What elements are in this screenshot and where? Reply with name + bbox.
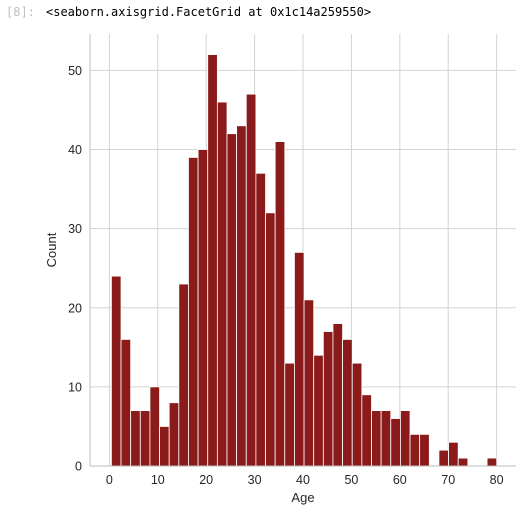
y-axis-label: Count [44, 232, 59, 267]
tick-labels: 0 10 20 30 40 50 60 70 80 0 10 20 30 40 50 [68, 64, 504, 487]
histogram-bar [313, 354, 324, 467]
histogram-bar [207, 54, 218, 467]
histogram-bar [399, 410, 411, 467]
x-tick-label: 80 [490, 473, 504, 487]
histogram-bar [245, 93, 257, 467]
histogram-bar [226, 133, 238, 467]
x-tick-label: 40 [296, 473, 310, 487]
histogram-bar [168, 402, 180, 467]
histogram-bar [409, 433, 421, 467]
histogram-bar [486, 457, 498, 467]
axes [89, 34, 516, 467]
histogram-bar [294, 251, 305, 467]
histogram-bar [188, 157, 199, 467]
histogram-bar [448, 441, 459, 467]
histogram-bar [438, 449, 449, 467]
y-tick-label: 20 [68, 301, 82, 315]
histogram-bar [322, 331, 334, 467]
histogram-bar [110, 275, 122, 467]
histogram-bar [149, 386, 160, 467]
histogram-bar [265, 212, 276, 467]
x-tick-label: 70 [441, 473, 455, 487]
histogram-bar [303, 299, 315, 467]
histogram-bar [255, 172, 266, 467]
histogram-bar [216, 101, 228, 467]
histogram-bar [159, 426, 170, 467]
histogram-bar [284, 362, 295, 467]
histogram-bar [139, 410, 151, 467]
y-tick-label: 10 [68, 380, 82, 394]
histogram-bar [351, 362, 363, 467]
y-tick-label: 50 [68, 64, 82, 78]
output-cell: [8]: <seaborn.axisgrid.FacetGrid at 0x1c… [0, 0, 527, 24]
histogram-bar [274, 141, 286, 467]
histogram-bar [380, 410, 392, 467]
histogram-bar [120, 339, 132, 467]
output-prompt: [8]: [6, 5, 35, 19]
x-tick-label: 50 [344, 473, 358, 487]
y-tick-label: 40 [68, 143, 82, 157]
histogram-bar [390, 418, 401, 467]
x-tick-label: 60 [393, 473, 407, 487]
x-tick-label: 30 [248, 473, 262, 487]
y-tick-label: 30 [68, 222, 82, 236]
histogram-bar [236, 125, 247, 467]
histogram-bar [130, 410, 141, 467]
histogram-bar [342, 339, 353, 467]
histogram-bar [197, 149, 209, 467]
x-tick-label: 10 [151, 473, 165, 487]
histogram-bar [361, 394, 372, 467]
x-tick-label: 20 [199, 473, 213, 487]
histogram-bar [178, 283, 189, 467]
x-axis-label: Age [291, 490, 314, 505]
bars [110, 54, 498, 467]
histogram-bar [371, 410, 382, 467]
histogram-bar [457, 457, 469, 467]
output-text[interactable]: <seaborn.axisgrid.FacetGrid at 0x1c14a25… [46, 5, 372, 19]
histogram-bar [332, 323, 343, 467]
histogram-bar [419, 433, 430, 467]
x-tick-label: 0 [106, 473, 113, 487]
y-tick-label: 0 [75, 460, 82, 474]
